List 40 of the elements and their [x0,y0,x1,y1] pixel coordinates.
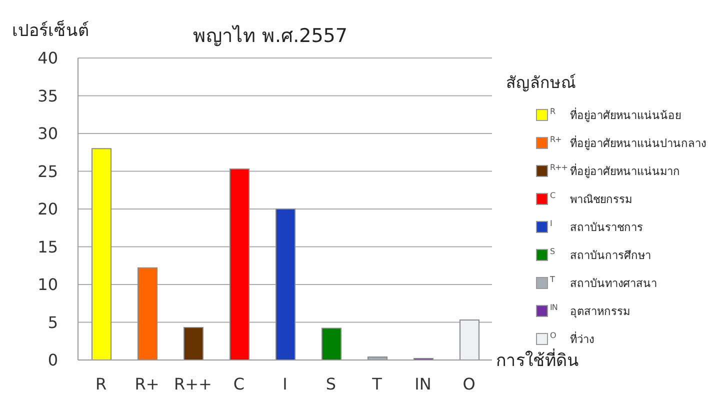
legend-label: สถาบันราชการ [570,220,643,236]
legend-title: สัญลักษณ์ [506,72,577,94]
category-label: R++ [550,163,568,172]
x-tick-label: O [462,374,476,394]
y-tick-label: 40 [38,48,58,68]
x-tick-label: C [233,374,245,394]
category-label: C [550,191,556,200]
y-tick-label: 5 [48,312,58,332]
legend-label: สถาบันทางศาสนา [570,276,657,292]
x-tick-label: R+ [134,374,160,394]
x-tick-label: IN [414,374,432,394]
category-label: T [550,275,554,284]
category-label: O [550,331,556,340]
y-tick-label: 35 [38,86,58,106]
category-label: IN [550,303,558,312]
y-tick-label: 0 [48,350,58,370]
category-label: I [550,219,552,228]
x-tick-label: I [282,374,288,394]
y-tick-label: 15 [38,237,58,256]
y-tick-label: 25 [38,162,58,181]
legend-label: สถาบันการศึกษา [570,248,651,264]
y-tick-label: 10 [38,275,58,294]
y-tick-label: 20 [38,200,58,219]
y-axis-title: เปอร์เซ็นต์ [12,19,89,43]
x-axis-title: การใช้ที่ดิน [496,348,579,373]
x-tick-label: R [95,374,107,394]
legend-label: ที่อยู่อาศัยหนาแน่นมาก [570,162,680,180]
legend-label: ที่อยู่อาศัยหนาแน่นปานกลาง [570,134,706,152]
legend-label: ที่อยู่อาศัยหนาแน่นน้อย [570,106,681,124]
category-label: S [550,247,555,256]
x-tick-label: S [326,374,336,394]
category-label: R [550,107,556,116]
legend-label: พาณิชยกรรม [570,192,632,208]
category-label: R+ [550,135,562,144]
legend-label: ที่ว่าง [570,330,594,348]
y-tick-label: 30 [38,124,58,144]
x-tick-label: R++ [174,374,212,394]
x-tick-label: T [371,374,382,394]
chart-title: พญาไท พ.ศ.2557 [193,24,348,49]
legend-label: อุตสาหกรรม [570,304,630,320]
